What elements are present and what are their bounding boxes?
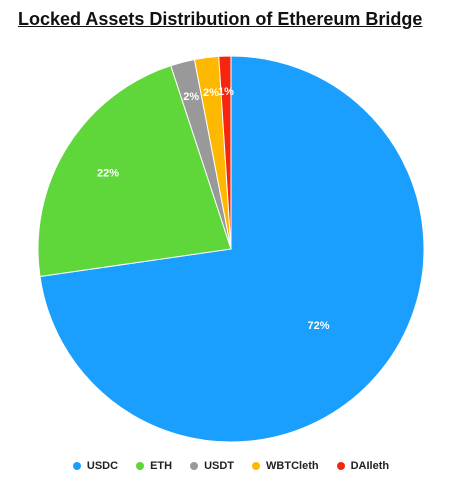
legend-label: ETH: [150, 460, 173, 472]
legend-label: USDT: [204, 460, 235, 472]
slice-label-daileth: 1%: [218, 86, 234, 98]
legend-item-daileth: DAIleth: [336, 460, 390, 472]
slice-label-wbtcleth: 2%: [203, 87, 219, 99]
pie-chart: 72%22%2% 2% 1%: [37, 55, 425, 443]
legend-swatch: [336, 462, 345, 470]
legend-item-usdc: USDC: [72, 460, 119, 472]
slice-label-usdc: 72%: [308, 320, 330, 332]
pie-slice-eth: [37, 65, 232, 278]
pie-slice-usdc: [39, 55, 425, 443]
legend-swatch: [136, 462, 145, 470]
legend-item-wbtcleth: WBTCleth: [252, 460, 319, 472]
slice-label-eth: 22%: [97, 168, 119, 180]
legend-swatch: [72, 462, 81, 470]
slice-label-usdt: 2%: [183, 91, 199, 103]
legend-swatch: [190, 462, 199, 470]
chart-title: Locked Assets Distribution of Ethereum B…: [18, 9, 423, 29]
legend-swatch: [252, 462, 261, 470]
legend-label: USDC: [86, 460, 119, 472]
legend-item-usdt: USDT: [190, 460, 234, 472]
legend-label: DAIleth: [350, 460, 390, 472]
pie-slice-daileth: [218, 55, 232, 250]
legend-label: WBTCleth: [266, 460, 319, 472]
chart-legend: USDC ETH USDT WBTCleth DAIleth: [0, 460, 462, 472]
legend-item-eth: ETH: [136, 460, 172, 472]
